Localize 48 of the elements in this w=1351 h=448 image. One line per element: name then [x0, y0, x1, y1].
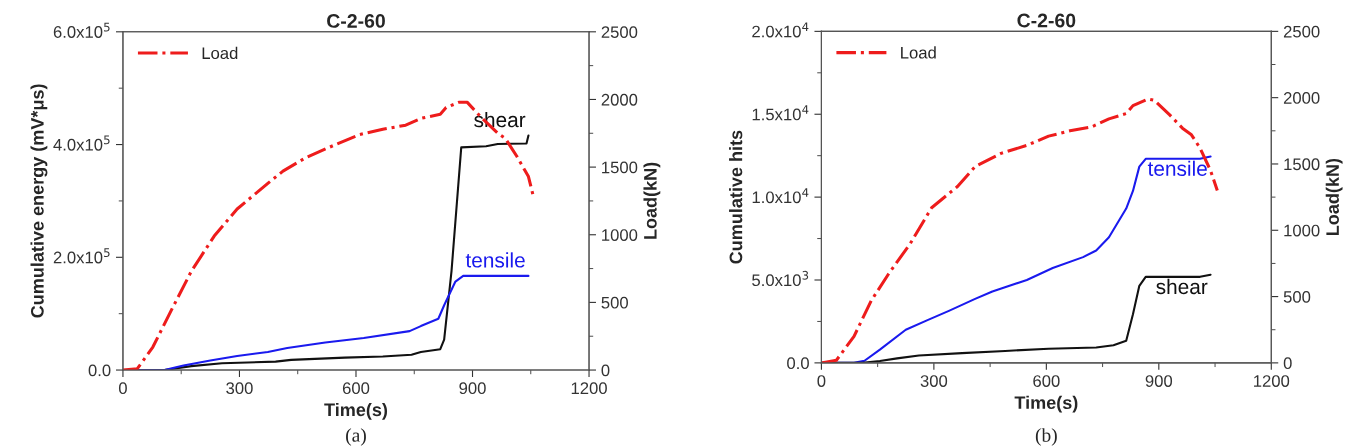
x-tick-label: 600	[1033, 375, 1060, 387]
y2-axis-title: Load(kN)	[1325, 158, 1343, 236]
x-tick-label: 900	[459, 382, 486, 395]
y-tick-label: 5.0x10$^{3}$	[752, 270, 809, 287]
x-axis-title: Time(s)	[324, 402, 388, 420]
y2-tick-label: 1000	[602, 229, 638, 241]
y2-tick-label: 2500	[601, 26, 638, 39]
y2-axis-title: Load(kN)	[643, 162, 661, 239]
x-axis-title: Time(s)	[1014, 395, 1078, 413]
y2-tick-label: 2500	[1283, 25, 1320, 38]
y-tick-label: 1.5x10$^{4}$	[752, 105, 809, 121]
y2-tick-label: 500	[601, 296, 628, 309]
y2-tick-label: 0	[1283, 357, 1292, 370]
y-tick-label: 1.0x10$^{4}$	[752, 188, 809, 204]
y-tick-label: 0.0	[787, 357, 809, 370]
legend-label: Load	[202, 46, 238, 60]
y2-tick-label: 0	[601, 364, 610, 377]
text: (a)	[346, 428, 366, 446]
x-tick-label: 600	[342, 382, 370, 395]
x-tick-label: 300	[920, 375, 948, 387]
series-label: tensile	[1147, 160, 1207, 176]
x-tick-label: 1200	[571, 382, 607, 395]
series-label: shear	[1156, 278, 1208, 295]
chart-title: C-2-60	[327, 14, 385, 28]
y-tick-label: 0.0	[88, 364, 111, 377]
x-tick-label: 0	[118, 382, 127, 395]
series-label: shear	[474, 111, 526, 128]
chart-title: C-2-60	[1017, 13, 1076, 28]
y-axis-title: Cumulative hits	[729, 130, 743, 264]
text: (b)	[1035, 428, 1057, 446]
y-tick-label: 6.0x10$^{5}$	[53, 22, 110, 38]
x-tick-label: 0	[817, 375, 826, 387]
y2-tick-label: 1000	[1284, 224, 1320, 237]
x-tick-label: 900	[1145, 375, 1173, 387]
line-series	[821, 97, 1219, 363]
x-tick-label: 1200	[1254, 375, 1290, 387]
y2-tick-label: 2000	[601, 93, 638, 106]
series-label: tensile	[465, 252, 525, 268]
legend-label: Load	[901, 46, 936, 59]
y2-tick-label: 2000	[1283, 92, 1320, 104]
y-axis-title: Cumulative energy (mV*μs)	[30, 84, 48, 318]
y-tick-label: 2.0x10$^{4}$	[752, 22, 809, 38]
y2-tick-label: 500	[1283, 290, 1311, 303]
y2-tick-label: 1500	[1284, 158, 1320, 171]
x-tick-label: 300	[226, 382, 253, 395]
y-tick-label: 4.0x10$^{5}$	[53, 135, 110, 151]
y2-tick-label: 1500	[602, 161, 638, 174]
y-tick-label: 2.0x10$^{5}$	[53, 248, 110, 264]
